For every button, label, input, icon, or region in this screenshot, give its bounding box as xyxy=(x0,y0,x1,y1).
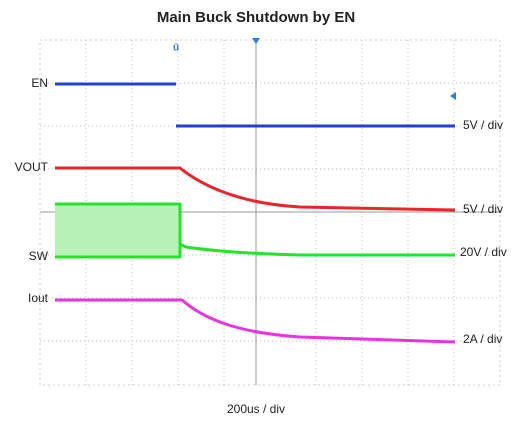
iout-trace xyxy=(55,298,456,344)
channel-label: VOUT xyxy=(15,160,49,174)
vout-trace xyxy=(55,166,456,212)
svg-text:ū: ū xyxy=(173,43,179,54)
sw-trace xyxy=(55,202,455,259)
channel-scale: 5V / div xyxy=(463,202,503,216)
chart-title: Main Buck Shutdown by EN xyxy=(157,9,355,26)
channel-scale: 20V / div xyxy=(460,245,507,259)
channel-label: Iout xyxy=(28,291,49,305)
channel-label: EN xyxy=(31,76,48,90)
channel-scale: 5V / div xyxy=(463,118,503,132)
channel-label: SW xyxy=(29,249,49,263)
timebase-label: 200us / div xyxy=(227,402,285,416)
channel-scale: 2A / div xyxy=(463,332,502,346)
sw-fill xyxy=(55,204,180,257)
markers: ū xyxy=(173,38,456,100)
en-trace xyxy=(55,82,455,128)
